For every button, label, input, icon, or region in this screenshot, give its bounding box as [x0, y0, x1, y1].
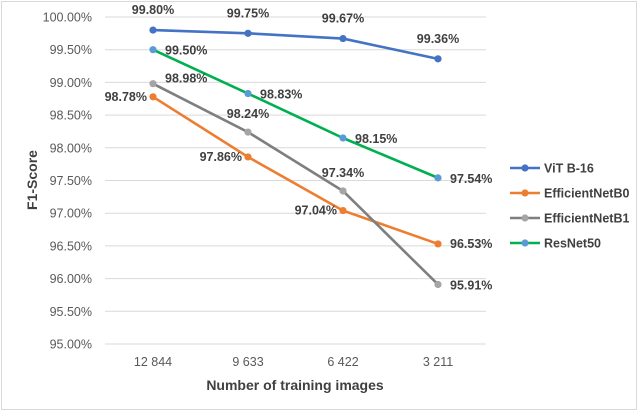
- data-point-marker: [149, 46, 157, 54]
- data-point-marker: [339, 34, 347, 43]
- data-label: 98.98%: [165, 72, 207, 86]
- data-label: 99.36%: [417, 32, 459, 46]
- data-point-marker: [434, 174, 442, 182]
- legend-label: EfficientNetB0: [544, 187, 629, 201]
- legend-marker-icon: [521, 164, 529, 172]
- y-tick-label: 95.50%: [50, 305, 92, 319]
- legend-label: EfficientNetB1: [544, 212, 629, 226]
- x-tick-label: 12 844: [134, 355, 172, 369]
- data-label: 98.24%: [227, 107, 269, 121]
- y-tick-label: 100.00%: [43, 11, 92, 25]
- y-tick-label: 97.50%: [50, 174, 92, 188]
- data-point-marker: [434, 280, 442, 289]
- y-tick-label: 96.50%: [50, 239, 92, 253]
- data-label: 99.50%: [165, 44, 207, 58]
- data-point-marker: [244, 153, 252, 161]
- data-point-marker: [149, 93, 157, 101]
- y-tick-label: 98.50%: [50, 109, 92, 123]
- y-tick-label: 99.50%: [50, 43, 92, 57]
- data-point-marker: [244, 128, 252, 136]
- y-tick-label: 97.00%: [50, 207, 92, 221]
- x-tick-label: 9 633: [232, 355, 263, 369]
- legend-label: ResNet50: [544, 237, 601, 251]
- data-point-marker: [244, 89, 252, 98]
- legend-marker-icon: [521, 214, 529, 222]
- y-axis-title: F1-Score: [24, 150, 40, 210]
- x-axis-title: Number of training images: [206, 377, 384, 393]
- data-point-marker: [149, 26, 157, 34]
- data-point-marker: [339, 134, 347, 142]
- series-line-efficientnetb0: [152, 95, 439, 246]
- data-label: 97.34%: [322, 166, 364, 180]
- data-label: 97.86%: [200, 150, 242, 164]
- y-tick-label: 99.00%: [50, 76, 92, 90]
- data-label: 99.67%: [322, 12, 364, 26]
- data-label: 98.15%: [355, 132, 397, 146]
- legend-label: ViT B-16: [544, 162, 594, 176]
- data-point-marker: [244, 29, 252, 37]
- series-line-efficientnetb1: [152, 82, 439, 286]
- x-tick-label: 6 422: [327, 355, 358, 369]
- series-line-resnet50: [152, 48, 439, 180]
- data-point-marker: [434, 240, 442, 248]
- legend-marker-icon: [521, 189, 529, 197]
- data-label: 97.54%: [450, 172, 492, 186]
- data-label: 98.78%: [105, 90, 147, 104]
- x-tick-label: 3 211: [423, 355, 453, 369]
- data-label: 96.53%: [450, 237, 492, 251]
- data-point-marker: [149, 80, 157, 88]
- data-label: 99.75%: [227, 6, 269, 20]
- data-point-marker: [339, 206, 347, 215]
- data-point-marker: [339, 187, 347, 195]
- y-tick-label: 95.00%: [50, 338, 92, 352]
- series-line-vit-b-16: [152, 28, 439, 61]
- legend-marker-icon: [521, 239, 529, 247]
- y-tick-label: 96.00%: [50, 272, 92, 286]
- data-label: 97.04%: [295, 204, 337, 218]
- y-tick-label: 98.00%: [50, 141, 92, 155]
- data-label: 95.91%: [450, 278, 492, 292]
- data-point-marker: [434, 55, 442, 63]
- data-label: 98.83%: [260, 88, 302, 102]
- data-label: 99.80%: [132, 3, 174, 17]
